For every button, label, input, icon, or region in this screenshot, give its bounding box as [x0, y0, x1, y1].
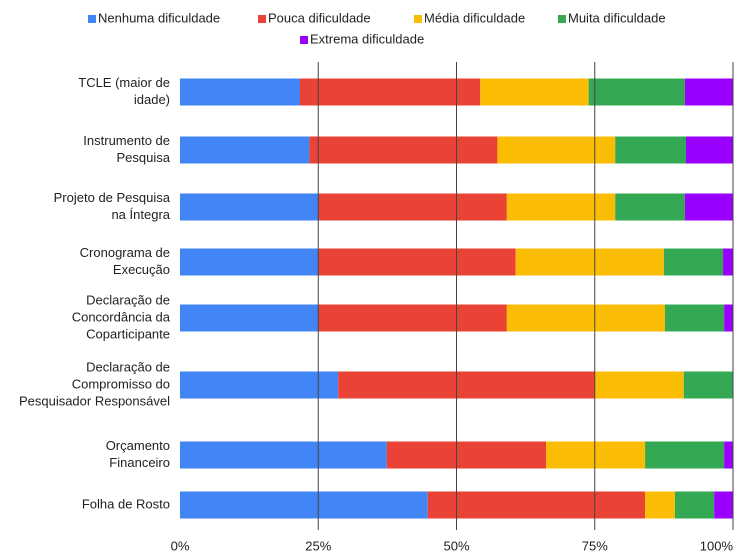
bar-segment [309, 136, 498, 164]
bar-segment [615, 193, 685, 221]
bar-segment [615, 136, 686, 164]
bar-segment [684, 193, 733, 221]
bar-segment [724, 441, 733, 469]
bar-segment [318, 304, 507, 332]
x-tick-label: 50% [443, 538, 469, 553]
category-label: Financeiro [109, 455, 170, 470]
category-label: Pesquisador Responsável [19, 393, 170, 408]
x-tick-label: 0% [171, 538, 190, 553]
bar-segment [724, 304, 733, 332]
category-label: Projeto de Pesquisa [54, 190, 171, 205]
category-label: Pesquisa [117, 150, 171, 165]
category-label: Execução [113, 262, 170, 277]
bar-segment [506, 304, 665, 332]
x-tick-label: 100% [700, 538, 734, 553]
legend-swatch [414, 15, 422, 23]
bar-segment [180, 78, 301, 106]
bar-segment [683, 371, 733, 399]
legend-label: Muita dificuldade [568, 10, 666, 25]
bar-segment [497, 136, 616, 164]
bars [180, 78, 733, 519]
bar-segment [588, 78, 685, 106]
x-tick-label: 25% [305, 538, 331, 553]
legend-swatch [258, 15, 266, 23]
category-label: Declaração de [86, 359, 170, 374]
bar-segment [546, 441, 646, 469]
bar-segment [180, 441, 387, 469]
bar-segment [338, 371, 595, 399]
bar-segment [515, 248, 664, 276]
bar-segment [180, 136, 310, 164]
legend-label: Extrema dificuldade [310, 31, 424, 46]
legend-swatch [300, 36, 308, 44]
bar-segment [645, 441, 725, 469]
bar-segment [180, 491, 428, 519]
category-label: TCLE (maior de [78, 75, 170, 90]
bar-segment [685, 136, 733, 164]
bar-segment [180, 248, 319, 276]
bar-segment [714, 491, 733, 519]
category-label: Folha de Rosto [82, 496, 170, 511]
bar-segment [664, 304, 725, 332]
category-label: Declaração de [86, 292, 170, 307]
bar-segment [645, 491, 675, 519]
bar-segment [506, 193, 616, 221]
bar-segment [180, 304, 319, 332]
category-label: na Íntegra [111, 207, 170, 222]
bar-segment [180, 193, 319, 221]
bar-segment [427, 491, 646, 519]
legend-label: Média dificuldade [424, 10, 525, 25]
bar-segment [674, 491, 715, 519]
bar-segment [480, 78, 589, 106]
bar-segment [318, 248, 516, 276]
bar-segment [386, 441, 547, 469]
x-tick-label: 75% [582, 538, 608, 553]
legend-label: Nenhuma dificuldade [98, 10, 220, 25]
legend-swatch [558, 15, 566, 23]
bar-segment [300, 78, 481, 106]
bar-segment [684, 78, 733, 106]
bar-segment [594, 371, 684, 399]
bar-segment [723, 248, 733, 276]
category-label: Cronograma de [80, 245, 170, 260]
bar-segment [663, 248, 724, 276]
category-label: Instrumento de [83, 133, 170, 148]
category-label: Compromisso do [72, 376, 170, 391]
category-label: Orçamento [106, 438, 170, 453]
bar-segment [318, 193, 507, 221]
legend-label: Pouca dificuldade [268, 10, 371, 25]
category-label: Concordância da [72, 309, 171, 324]
legend-swatch [88, 15, 96, 23]
bar-segment [180, 371, 339, 399]
category-label: Coparticipante [86, 326, 170, 341]
category-label: idade) [134, 92, 170, 107]
